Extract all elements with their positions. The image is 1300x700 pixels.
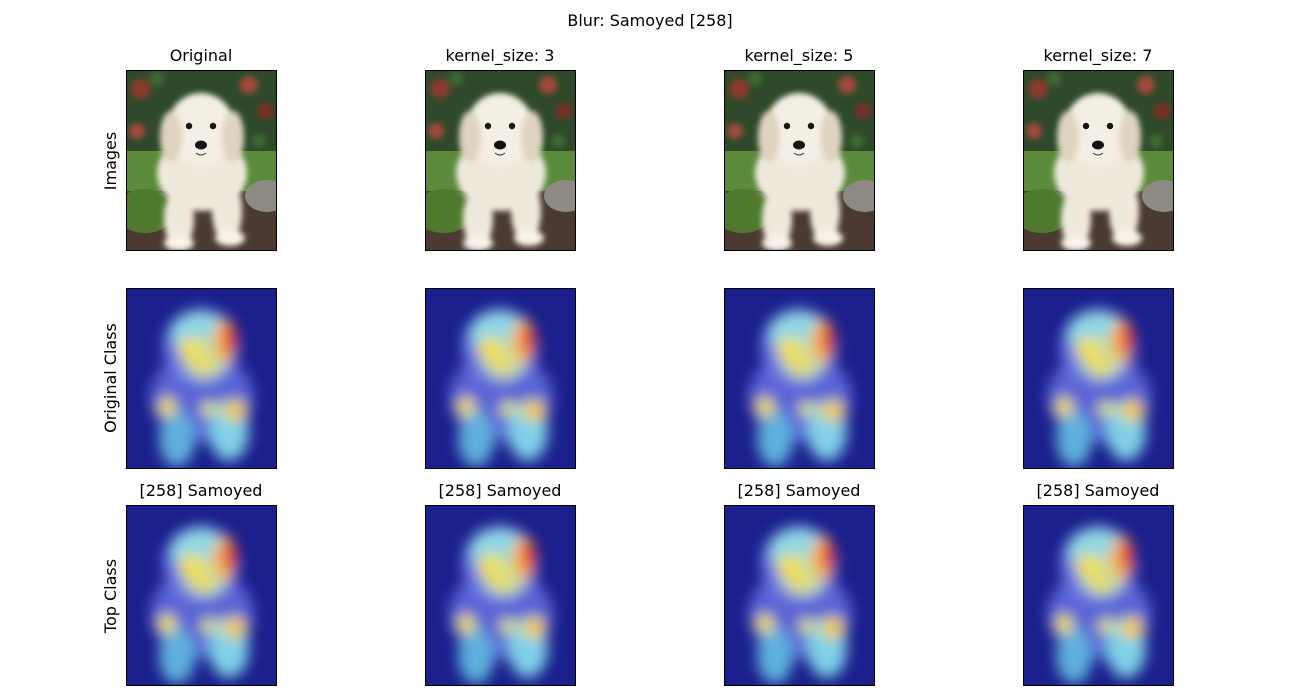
top-class-title-1: [258] Samoyed: [139, 481, 263, 500]
heatmap-top-class-original: [126, 505, 277, 686]
heatmap-original-class-kernel-7: [1023, 288, 1174, 469]
row-label-original-class: Original Class: [101, 323, 120, 433]
top-class-title-2: [258] Samoyed: [438, 481, 562, 500]
column-title-kernel-5: kernel_size: 5: [744, 46, 854, 65]
image-panel-kernel-7: [1023, 70, 1174, 251]
heatmap-original-class-kernel-3: [425, 288, 576, 469]
column-title-kernel-3: kernel_size: 3: [445, 46, 555, 65]
top-class-title-4: [258] Samoyed: [1036, 481, 1160, 500]
row-label-top-class: Top Class: [101, 558, 120, 634]
heatmap-original-class-original: [126, 288, 277, 469]
heatmap-top-class-kernel-5: [724, 505, 875, 686]
figure-title: Blur: Samoyed [258]: [567, 11, 733, 30]
heatmap-top-class-kernel-3: [425, 505, 576, 686]
column-title-kernel-7: kernel_size: 7: [1043, 46, 1153, 65]
row-label-images: Images: [101, 131, 120, 191]
column-title-original: Original: [169, 46, 233, 65]
top-class-title-3: [258] Samoyed: [737, 481, 861, 500]
heatmap-top-class-kernel-7: [1023, 505, 1174, 686]
image-panel-kernel-3: [425, 70, 576, 251]
image-panel-original: [126, 70, 277, 251]
heatmap-original-class-kernel-5: [724, 288, 875, 469]
image-panel-kernel-5: [724, 70, 875, 251]
